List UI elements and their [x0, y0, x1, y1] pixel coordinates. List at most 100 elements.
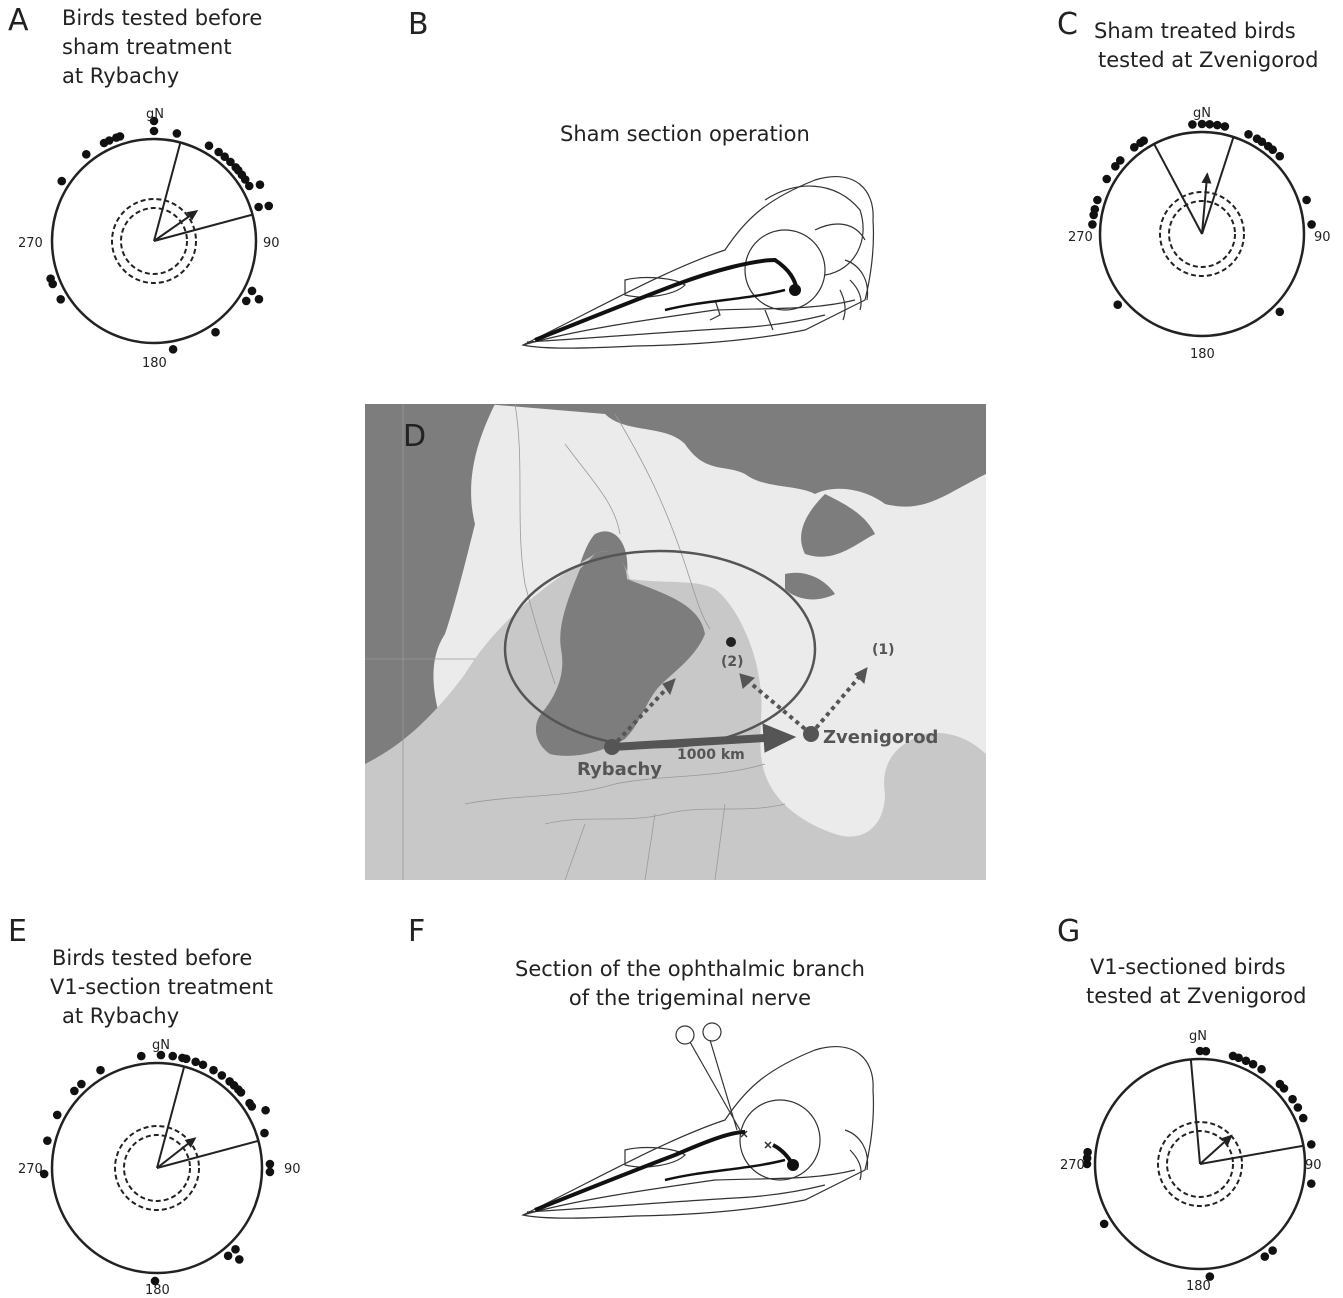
mean-vector-arrowhead — [186, 210, 199, 221]
compass-e-south-label: 180 — [145, 1283, 170, 1298]
bird-heading-dot — [156, 1050, 166, 1060]
circular-plot-g — [1082, 1046, 1316, 1281]
compass-c-south-label: 180 — [1190, 347, 1215, 362]
compass-e-east-label: 90 — [284, 1162, 301, 1177]
bird-heading-dot — [1115, 156, 1125, 165]
bird-heading-dot — [181, 1054, 191, 1064]
bird-heading-dot — [46, 274, 55, 283]
bird-heading-dot — [1090, 204, 1100, 214]
bird-heading-dot — [240, 175, 250, 184]
mean-vector-arrowhead — [1221, 1134, 1233, 1146]
bird-heading-dot — [265, 1159, 275, 1169]
panel-c-letter: C — [1057, 7, 1078, 42]
mean-vector-arrowhead — [1201, 172, 1212, 184]
bird-heading-dot — [254, 202, 263, 212]
bird-heading-dot — [235, 1255, 244, 1264]
bird-heading-dot — [1268, 1246, 1277, 1255]
bird-heading-dot — [191, 1057, 200, 1067]
significance-circle — [114, 1125, 200, 1211]
bird-heading-dot — [217, 1071, 227, 1080]
bird-heading-dot — [172, 129, 182, 138]
significance-circle — [123, 1134, 191, 1202]
panel-d-letter: D — [403, 419, 427, 454]
bird-heading-dot — [1257, 137, 1267, 147]
map-label-zvenigorod: Zvenigorod — [823, 727, 939, 748]
bird-heading-dot — [247, 286, 257, 296]
bird-heading-dot — [168, 1051, 178, 1061]
bird-heading-dot — [255, 180, 265, 189]
circular-plot-e — [39, 1050, 275, 1286]
bird-heading-dot — [136, 1051, 146, 1061]
bird-heading-dot — [264, 201, 274, 211]
plot-circle — [50, 137, 258, 345]
panel-b-title: Sham section operation — [560, 122, 810, 146]
bird-heading-dot — [1268, 145, 1278, 155]
mean-vector-arrowhead — [184, 1137, 197, 1148]
bird-heading-dot — [115, 132, 125, 141]
panel-g-title: V1-sectioned birds tested at Zvenigorod — [1086, 955, 1307, 1008]
bird-heading-dot — [1205, 1272, 1215, 1281]
compass-c-north-label: gN — [1193, 106, 1211, 121]
bird-heading-dot — [70, 1086, 79, 1096]
bird-heading-dot — [1293, 1103, 1303, 1112]
confidence-interval-line — [153, 213, 253, 242]
compass-a-north-label: gN — [146, 107, 164, 122]
bird-heading-dot — [96, 1065, 105, 1075]
bird-heading-dot — [1257, 1064, 1266, 1074]
bird-heading-dot — [1302, 195, 1311, 205]
confidence-interval-line — [1189, 1059, 1201, 1165]
bird-heading-dot — [1093, 195, 1102, 205]
bird-heading-dot — [56, 294, 66, 304]
bird-heading-dot — [226, 157, 235, 167]
bird-heading-dot — [1088, 220, 1097, 229]
bird-heading-dot — [261, 1105, 270, 1115]
confidence-interval-line — [1199, 1144, 1304, 1165]
confidence-interval-line — [156, 1139, 259, 1169]
compass-e-north-label: gN — [152, 1038, 170, 1053]
bird-heading-dot — [1248, 1059, 1258, 1069]
bird-heading-dot — [214, 147, 223, 157]
bird-heading-dot — [39, 1169, 49, 1179]
map-panel: D Rybachy Zvenigorod 1000 km (1) (2) — [365, 404, 986, 880]
bird-heading-dot — [43, 1136, 52, 1145]
significance-circle — [1166, 1130, 1234, 1198]
bird-heading-dot — [265, 1167, 275, 1177]
map-marker-2: (2) — [721, 654, 744, 670]
bird-heading-dot — [204, 141, 214, 151]
europe-map — [365, 404, 986, 880]
panel-f-title: Section of the ophthalmic branch of the … — [515, 957, 865, 1010]
bird-heading-dot — [1188, 120, 1197, 129]
bird-heading-dot — [1205, 119, 1214, 129]
panel-e-title: Birds tested before V1-section treatment… — [50, 946, 273, 1028]
bird-heading-dot — [223, 1251, 233, 1261]
plot-circle — [1093, 1057, 1307, 1271]
confidence-interval-line — [156, 1066, 186, 1169]
significance-circle — [1159, 191, 1245, 277]
bird-heading-dot — [1306, 1179, 1316, 1188]
bird-heading-dot — [1244, 130, 1253, 139]
bird-heading-dot — [1306, 1140, 1316, 1149]
bird-heading-dot — [220, 152, 230, 162]
panel-a-title: Birds tested before sham treatment at Ry… — [62, 6, 263, 88]
map-label-rybachy: Rybachy — [577, 759, 663, 780]
bird-heading-dot — [1241, 1056, 1251, 1066]
bird-heading-dot — [1298, 1113, 1308, 1123]
mean-vector — [1201, 174, 1209, 235]
bird-heading-dot — [1083, 1147, 1092, 1157]
panel-g-letter: G — [1057, 914, 1081, 949]
compass-a-east-label: 90 — [263, 236, 280, 251]
compass-c-west-label: 270 — [1068, 230, 1093, 245]
bird-heading-dot — [1220, 122, 1230, 131]
bird-heading-dot — [77, 1079, 86, 1089]
significance-circle — [120, 207, 188, 275]
bird-heading-dot — [1307, 220, 1316, 229]
bird-heading-dot — [247, 1102, 257, 1111]
confidence-interval-line — [1153, 143, 1203, 235]
plot-circle — [50, 1061, 264, 1275]
panel-c-title: Sham treated birds tested at Zvenigorod — [1094, 19, 1319, 72]
bird-heading-dot — [1279, 1084, 1289, 1093]
compass-g-west-label: 270 — [1060, 1158, 1085, 1173]
confidence-interval-line — [1201, 136, 1235, 235]
bird-heading-dot — [244, 181, 254, 191]
map-marker-1: (1) — [872, 642, 895, 658]
